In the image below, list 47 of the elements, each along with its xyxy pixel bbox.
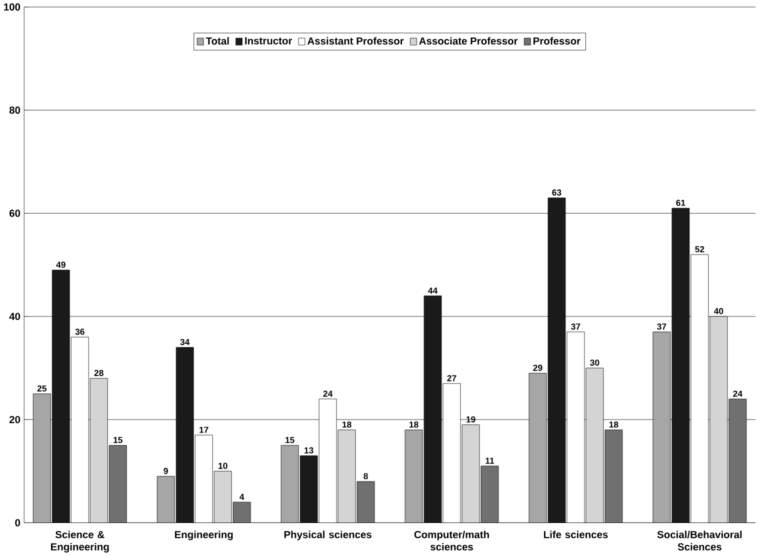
data-label: 8 [364, 473, 368, 480]
data-label: 18 [609, 422, 618, 428]
y-tick-label: 0 [15, 519, 20, 526]
data-label: 44 [428, 288, 438, 294]
data-label: 49 [56, 262, 66, 268]
legend-label: Associate Professor [419, 37, 518, 45]
data-label: 18 [409, 422, 418, 428]
y-tick-label: 40 [9, 312, 20, 320]
data-label: 28 [94, 370, 104, 376]
data-label: 9 [164, 468, 168, 474]
data-label: 27 [447, 375, 456, 382]
y-tick-label: 80 [9, 106, 20, 114]
data-label: 17 [200, 426, 208, 433]
data-label: 36 [75, 328, 84, 335]
y-tick-label: 100 [4, 3, 20, 11]
data-label: 15 [114, 437, 122, 444]
data-label: 34 [180, 338, 190, 346]
legend-label: Total [206, 37, 229, 45]
x-tick-label: Life sciences [544, 530, 608, 538]
data-label: 15 [286, 437, 294, 444]
data-label: 63 [552, 189, 562, 196]
x-tick-label: Engineering [174, 530, 233, 540]
data-label: 30 [590, 360, 600, 366]
data-label: 40 [714, 308, 724, 314]
data-label: 24 [733, 390, 742, 397]
legend-label: Assistant Professor [307, 37, 404, 45]
data-label: 19 [466, 416, 476, 422]
legend-label: Instructor [245, 37, 292, 44]
y-tick-label: 20 [9, 416, 20, 424]
data-label: 29 [533, 364, 542, 371]
x-tick-label: Physical sciences [284, 530, 372, 540]
data-label: 24 [323, 390, 333, 397]
data-label: 11 [486, 458, 494, 464]
data-label: 10 [218, 462, 228, 469]
data-label: 37 [657, 324, 666, 330]
x-tick-label: Computer/math sciences [414, 530, 489, 550]
data-label: 18 [342, 422, 352, 428]
data-label: 52 [695, 246, 704, 252]
x-tick-label: Science & Engineering [51, 530, 109, 553]
data-label: 13 [304, 447, 314, 454]
y-tick-label: 60 [9, 210, 20, 217]
legend-label: Professor [534, 37, 580, 45]
x-tick-label: Social/Behavioral Sciences [657, 530, 742, 550]
data-label: 37 [571, 324, 580, 330]
data-label: 61 [676, 200, 686, 206]
data-label: 25 [37, 385, 46, 392]
data-label: 4 [240, 494, 244, 500]
